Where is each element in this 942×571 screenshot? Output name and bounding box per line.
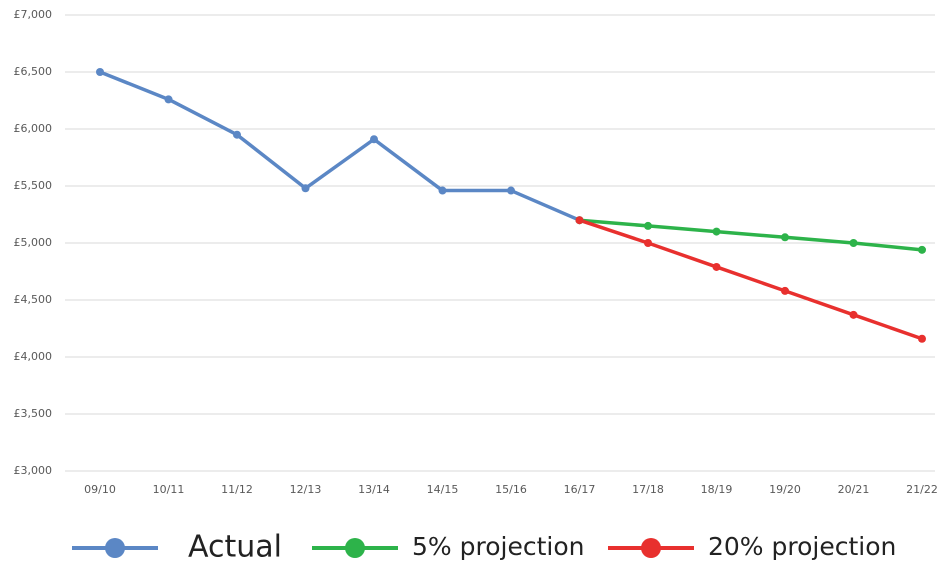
x-tick-label: 14/15 (427, 483, 459, 496)
x-tick-label: 10/11 (153, 483, 185, 496)
x-tick-label: 21/22 (906, 483, 938, 496)
data-point (781, 286, 789, 295)
legend-label: 5% projection (412, 532, 584, 561)
legend-label: Actual (188, 530, 282, 565)
series-line (579, 218, 923, 252)
x-tick-label: 20/21 (838, 483, 870, 496)
data-point (644, 221, 652, 230)
x-tick-label: 11/12 (221, 483, 253, 496)
y-tick-label: £4,500 (14, 293, 53, 306)
data-point (644, 239, 652, 247)
data-point (438, 186, 447, 195)
data-point (96, 68, 104, 76)
x-tick-label: 09/10 (84, 483, 116, 496)
x-tick-label: 13/14 (358, 483, 390, 496)
x-tick-label: 16/17 (564, 483, 596, 496)
data-point (164, 95, 173, 104)
y-tick-label: £3,500 (14, 407, 53, 420)
data-point (918, 334, 926, 343)
legend-marker (345, 538, 365, 558)
data-point (781, 233, 789, 242)
data-point (918, 245, 926, 254)
legend-marker (641, 538, 661, 558)
series-line (99, 70, 581, 222)
x-tick-label: 15/16 (495, 483, 527, 496)
series-line (578, 218, 923, 341)
data-point (370, 135, 378, 144)
data-point (849, 239, 858, 247)
data-point (507, 186, 515, 195)
data-point (849, 310, 858, 319)
y-tick-label: £3,000 (14, 464, 53, 477)
y-tick-label: £6,500 (14, 65, 53, 78)
x-tick-label: 18/19 (701, 483, 733, 496)
data-point (575, 216, 584, 225)
y-tick-label: £5,000 (14, 236, 53, 249)
data-point (233, 130, 241, 139)
x-tick-label: 17/18 (632, 483, 664, 496)
y-tick-label: £5,500 (14, 179, 53, 192)
data-point (712, 227, 721, 236)
legend-label: 20% projection (708, 532, 896, 561)
data-point (712, 262, 721, 271)
data-point (301, 184, 310, 193)
y-tick-label: £7,000 (14, 8, 53, 21)
y-tick-label: £4,000 (14, 350, 53, 363)
y-tick-label: £6,000 (14, 122, 53, 135)
x-tick-label: 12/13 (290, 483, 322, 496)
legend-marker (105, 538, 125, 558)
x-tick-label: 19/20 (769, 483, 801, 496)
